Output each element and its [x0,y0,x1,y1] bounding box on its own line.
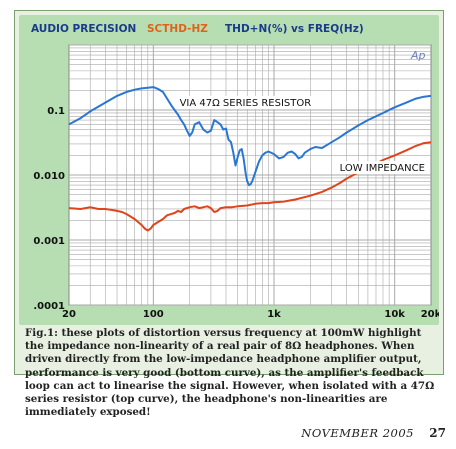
series-line-47ohm [68,86,432,187]
x-tick-label: 10k [384,309,405,320]
y-tick-label: 0.1 [47,106,65,117]
ap-logo: Ap [410,49,426,62]
x-tick-label: 1k [267,309,281,320]
x-tick-label: 20k [421,309,439,320]
page-number: 27 [429,426,446,440]
series-label-low-impedance: LOW IMPEDANCE [340,163,425,174]
x-tick-label: 20 [62,309,76,320]
thd-chart: 20 100 1k 10k 20k 0.1 0.010 0.001 .0001 VIA 47Ω… [33,44,439,320]
y-tick-label: .0001 [33,301,65,312]
grid [68,44,432,306]
y-tick-label: 0.001 [33,236,65,247]
series-labels: VIA 47Ω SERIES RESISTOR LOW IMPEDANCE [176,96,425,175]
chart-panel: AUDIO PRECISION SCTHD-HZ THD+N(%) vs FRE… [19,15,439,325]
x-tick-labels: 20 100 1k 10k 20k [62,309,439,320]
header-code: SCTHD-HZ [147,23,208,35]
header-brand: AUDIO PRECISION [31,23,137,35]
figure-box: AUDIO PRECISION SCTHD-HZ THD+N(%) vs FRE… [14,10,444,418]
series-label-47ohm: VIA 47Ω SERIES RESISTOR [180,98,312,109]
chart-title: THD+N(%) vs FREQ(Hz) [225,23,364,35]
y-tick-label: 0.010 [33,171,65,182]
series-label-47ohm-bg [176,96,326,110]
series-line-low-impedance [68,141,432,232]
figure-caption: Fig.1: these plots of distortion versus … [25,327,435,419]
page-footer: NOVEMBER 2005 27 [0,426,456,444]
series-label-low-impedance-bg [336,161,424,175]
x-tick-label: 100 [143,309,164,320]
series-lines [68,86,432,232]
y-tick-labels: 0.1 0.010 0.001 .0001 [33,106,65,312]
footer-date: NOVEMBER 2005 [301,426,414,440]
